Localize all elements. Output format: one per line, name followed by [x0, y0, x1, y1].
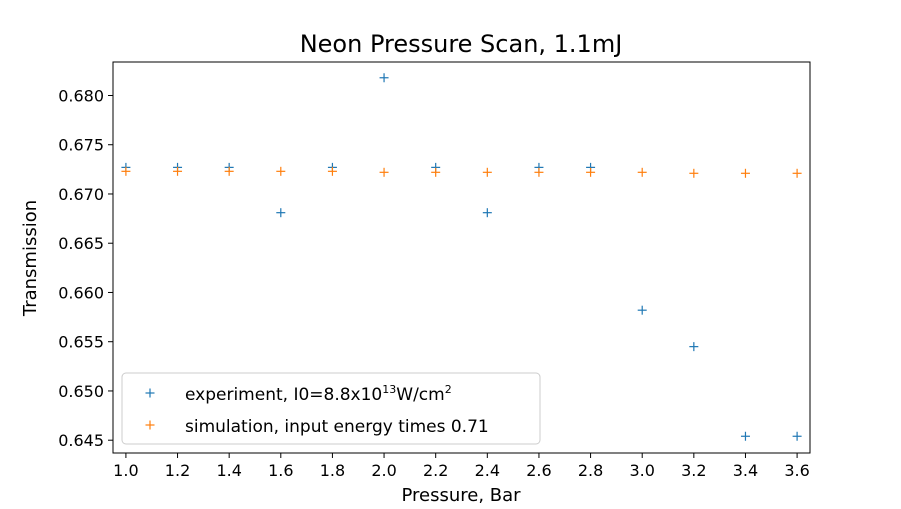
legend: experiment, I0=8.8x1013W/cm2 simulation, … [121, 372, 541, 445]
data-point [276, 166, 286, 176]
x-tick-label: 1.2 [165, 461, 190, 480]
data-point [276, 208, 286, 218]
data-point [327, 166, 337, 176]
legend-marker [145, 420, 155, 430]
data-point [431, 167, 441, 177]
x-tick-label: 3.4 [733, 461, 758, 480]
y-tick-label: 0.645 [58, 431, 104, 450]
series-simulation [121, 166, 802, 178]
x-tick-label: 2.4 [475, 461, 500, 480]
x-tick-label: 1.8 [320, 461, 345, 480]
y-tick-label: 0.655 [58, 333, 104, 352]
data-point [224, 166, 234, 176]
legend-marker [145, 388, 155, 398]
legend-entry: experiment, I0=8.8x1013W/cm2 [145, 383, 452, 405]
plot-frame [112, 61, 811, 454]
x-axis-label: Pressure, Bar [401, 485, 521, 506]
x-tick-label: 2.6 [526, 461, 551, 480]
data-point [740, 168, 750, 178]
y-tick-label: 0.670 [58, 185, 104, 204]
data-point [482, 208, 492, 218]
y-axis-label: Transmission [20, 200, 41, 317]
data-point [792, 431, 802, 441]
x-tick-label: 2.2 [423, 461, 448, 480]
data-point [792, 168, 802, 178]
plot-area [112, 61, 811, 454]
legend-entry: simulation, input energy times 0.71 [145, 417, 489, 437]
legend-label: simulation, input energy times 0.71 [185, 417, 489, 437]
y-tick-label: 0.680 [58, 86, 104, 105]
y-tick-label: 0.650 [58, 382, 104, 401]
data-point [379, 73, 389, 83]
x-tick-label: 3.2 [681, 461, 706, 480]
y-tick-label: 0.660 [58, 283, 104, 302]
data-point [173, 166, 183, 176]
chart-title: Neon Pressure Scan, 1.1mJ [300, 30, 623, 58]
data-point [740, 431, 750, 441]
data-point [637, 305, 647, 315]
x-axis: 1.0 1.2 1.4 1.6 1.8 2.0 2.2 2.4 2.6 2.8 3.0 3.2 3.4 3… [113, 453, 810, 480]
data-point [534, 167, 544, 177]
data-point [586, 167, 596, 177]
x-tick-label: 1.0 [113, 461, 138, 480]
y-axis: 0.645 0.650 0.655 0.660 0.665 0.670 0.675 0.680 [58, 86, 113, 450]
data-point [689, 342, 699, 352]
y-tick-label: 0.675 [58, 136, 104, 155]
legend-box [121, 372, 541, 445]
x-tick-label: 3.6 [784, 461, 809, 480]
data-marks [121, 73, 802, 441]
data-point [121, 166, 131, 176]
y-tick-label: 0.665 [58, 234, 104, 253]
x-tick-label: 1.4 [216, 461, 241, 480]
x-tick-label: 2.0 [371, 461, 396, 480]
data-point [689, 168, 699, 178]
data-point [637, 167, 647, 177]
data-point [482, 167, 492, 177]
x-tick-label: 2.8 [578, 461, 603, 480]
data-point [379, 167, 389, 177]
x-tick-label: 1.6 [268, 461, 293, 480]
x-tick-label: 3.0 [629, 461, 654, 480]
legend-label: experiment, I0=8.8x1013W/cm2 [185, 383, 452, 405]
